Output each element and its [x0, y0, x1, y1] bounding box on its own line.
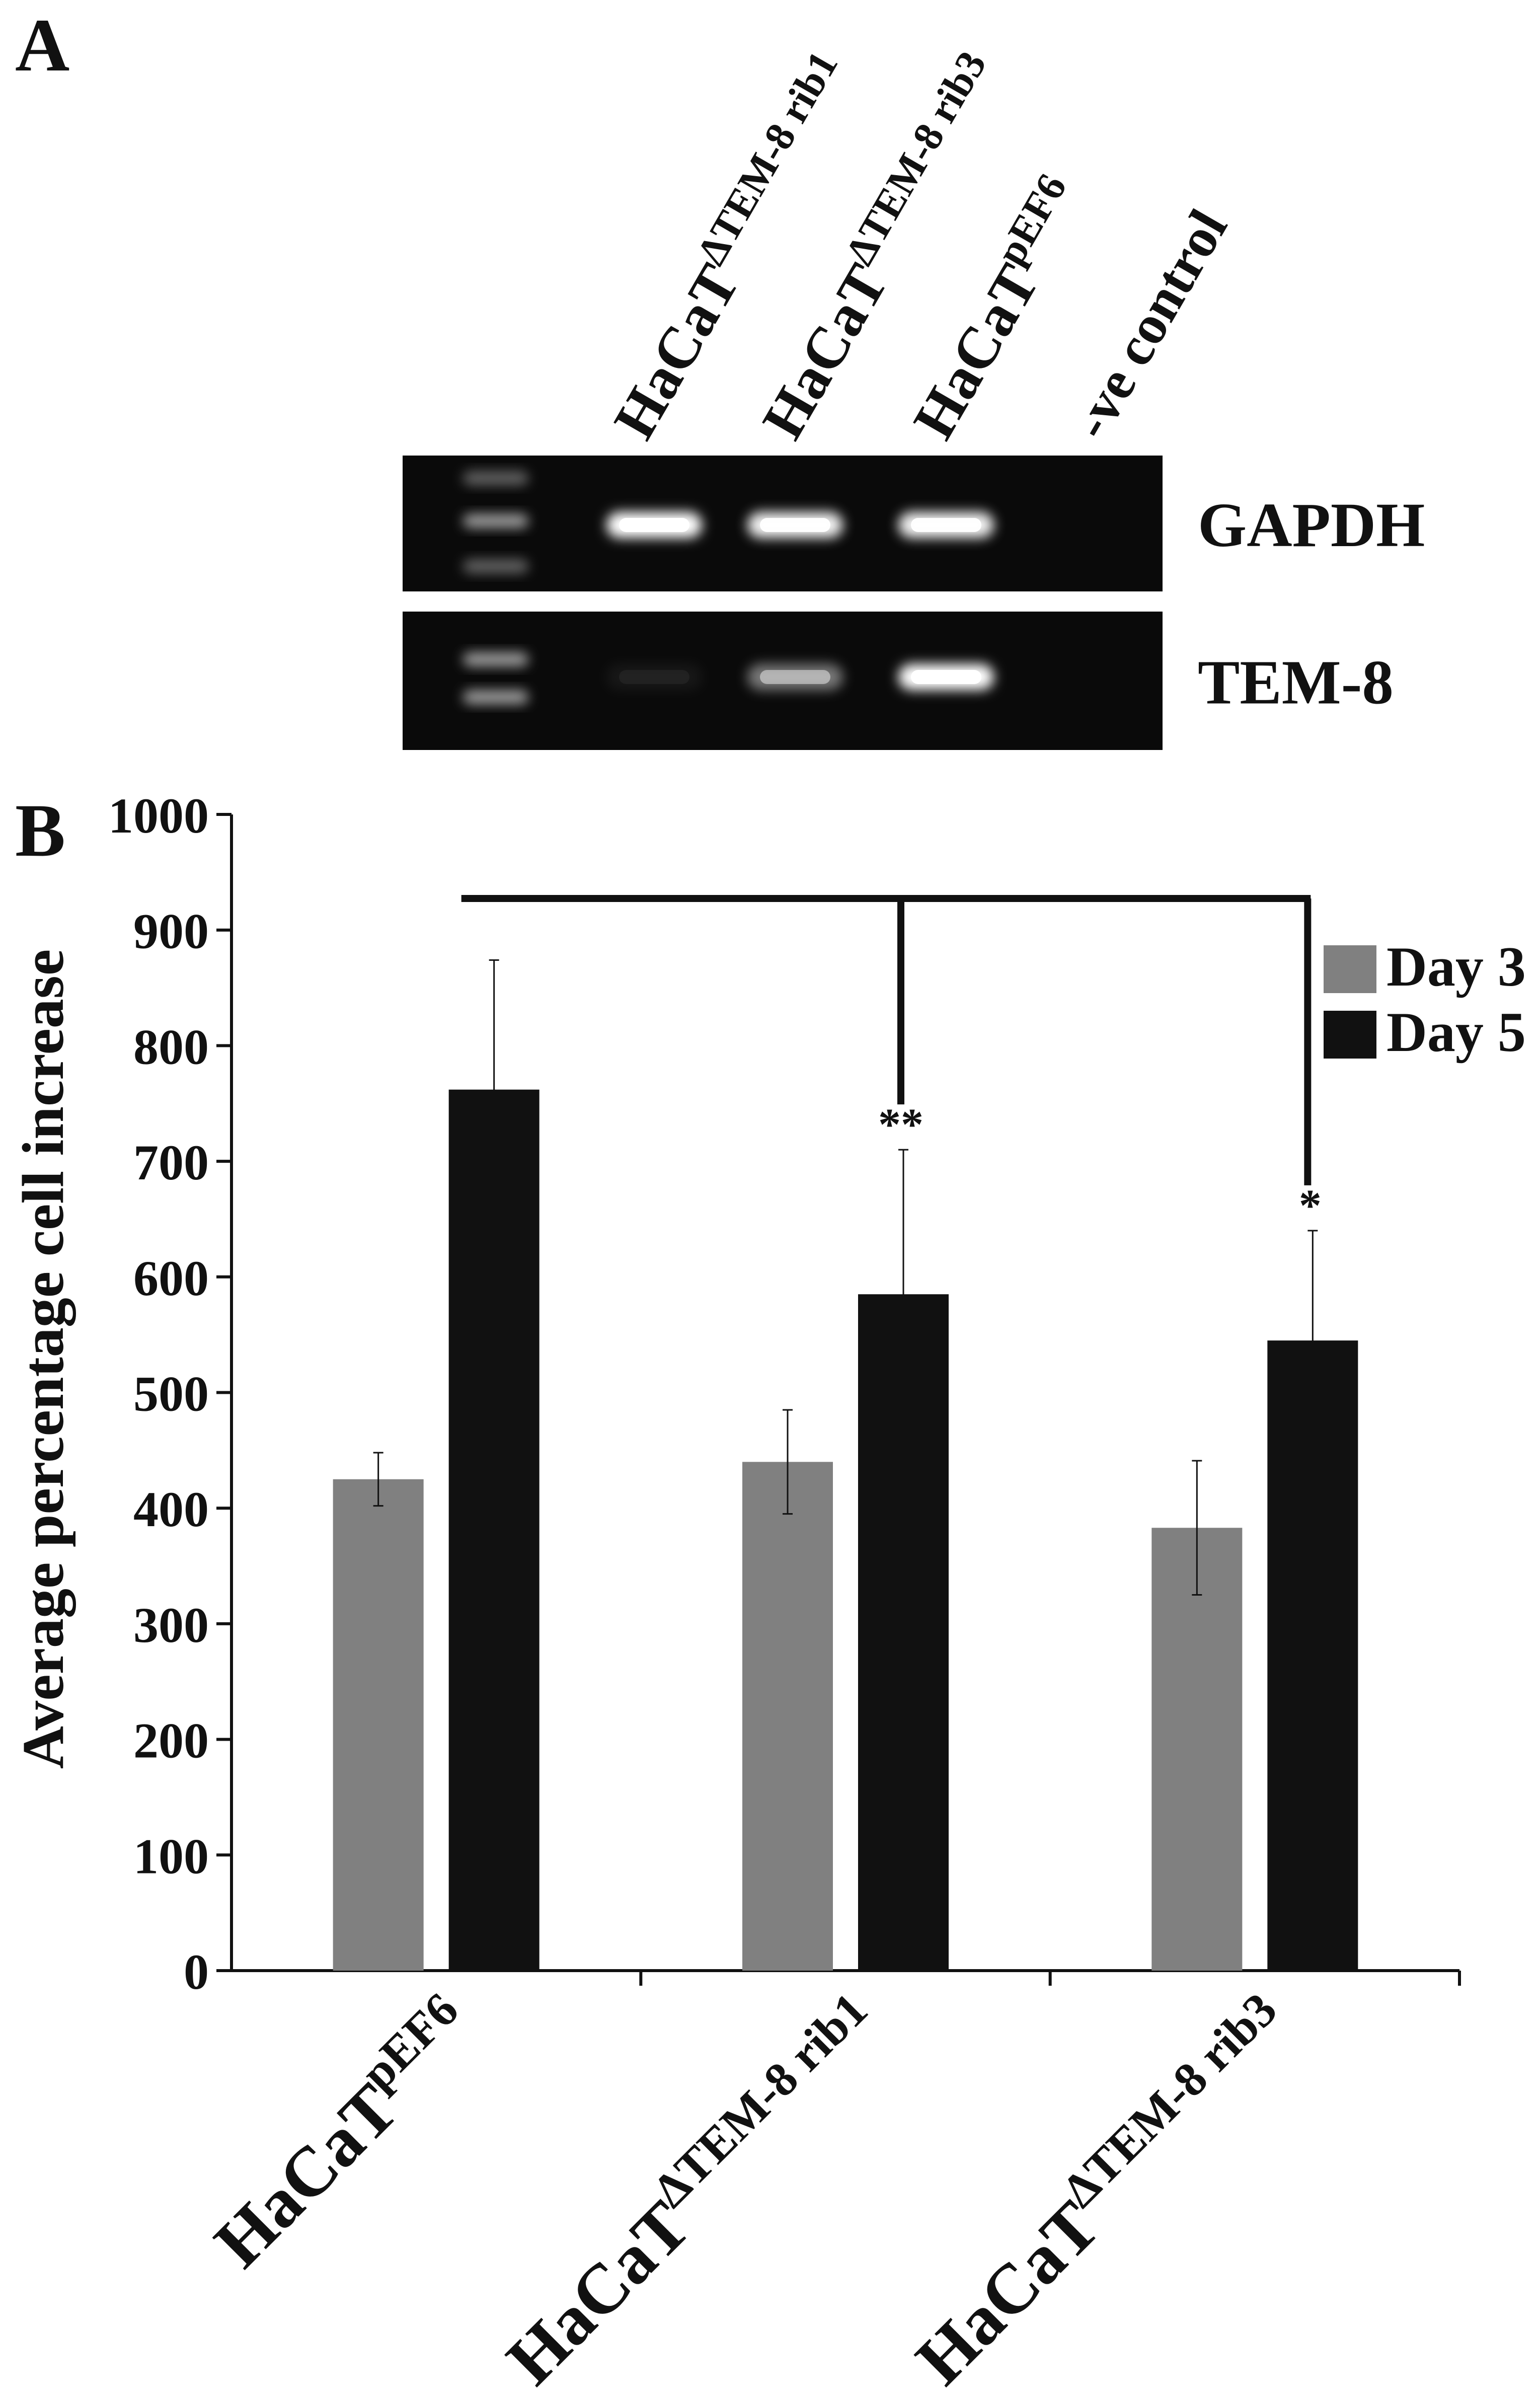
- gel-images: GAPDH TEM-8: [403, 456, 1425, 750]
- x-category-label: HaCaTΔTEM-8 rib3: [894, 1982, 1312, 2399]
- lane-label-superscript: ΔTEM-8 rib1: [688, 43, 846, 272]
- ladder-band: [463, 559, 528, 573]
- legend-label: Day 3: [1387, 936, 1526, 998]
- x-category-base: HaCaT: [200, 2069, 413, 2282]
- bar-day-5: [448, 1089, 540, 1971]
- x-category-base: HaCaT: [492, 2187, 705, 2399]
- y-tick-label: 400: [133, 1481, 209, 1537]
- y-tick-label: 0: [184, 1944, 209, 2000]
- bar-day-3: [333, 1479, 424, 1971]
- lane-label-base: HaCaT: [601, 254, 752, 449]
- legend-swatch-day-5: [1324, 1011, 1376, 1059]
- x-category-label: HaCaTΔTEM-8 rib1: [485, 1982, 902, 2399]
- lane-label-base: HaCaT: [749, 254, 900, 449]
- x-category-superscript: ΔTEM-8 rib1: [643, 1982, 878, 2217]
- lane-label-superscript: pEF6: [987, 166, 1075, 272]
- y-tick-label: 200: [133, 1713, 209, 1769]
- gel-band: [606, 664, 702, 690]
- y-tick-label: 600: [133, 1250, 209, 1306]
- ladder-band: [463, 471, 528, 485]
- significance-marker: **: [878, 1100, 923, 1150]
- x-category-label: HaCaTpEF6: [193, 1982, 493, 2282]
- gel-label-gapdh: GAPDH: [1198, 491, 1425, 560]
- x-category-superscript: ΔTEM-8 rib3: [1052, 1982, 1287, 2217]
- bar-chart: 0 100 200 300 400 500 600 700 800 900 1000 HaCaTpEF…: [108, 788, 1526, 2399]
- gel-band: [747, 664, 843, 690]
- y-tick-label: 100: [133, 1828, 209, 1884]
- y-tick-label: 700: [133, 1135, 209, 1190]
- y-axis-title: Average percentage cell increase: [10, 949, 76, 1769]
- x-category-base: HaCaT: [901, 2187, 1114, 2399]
- gel-label-tem-8: TEM-8: [1198, 648, 1394, 718]
- y-tick-label: 300: [133, 1597, 209, 1653]
- significance-marker: *: [1299, 1181, 1322, 1231]
- ladder-band: [463, 690, 528, 704]
- gel-band-core: [619, 670, 689, 684]
- bar-day-3: [742, 1462, 833, 1971]
- gel-band-core: [760, 518, 830, 532]
- ladder-band: [463, 514, 528, 528]
- y-tick-label: 500: [133, 1366, 209, 1422]
- legend-swatch-day-3: [1324, 945, 1376, 993]
- bar-day-3: [1151, 1528, 1243, 1971]
- legend-label: Day 5: [1387, 1001, 1526, 1064]
- ladder-band: [463, 652, 528, 666]
- y-tick-label: 900: [133, 904, 209, 959]
- panel-a-label: A: [15, 4, 69, 87]
- gel-band-core: [760, 670, 830, 684]
- y-tick-label: 800: [133, 1019, 209, 1075]
- gel-band-core: [911, 518, 981, 532]
- lane-label-superscript: ΔTEM-8 rib3: [836, 43, 995, 272]
- lane-label-base: -ve control: [1059, 199, 1239, 449]
- panel-b-label: B: [15, 789, 65, 872]
- gel-band-core: [619, 518, 689, 532]
- lane-label-base: HaCaT: [900, 254, 1051, 449]
- lane-label: -ve control: [1059, 199, 1239, 449]
- gel-band-core: [911, 670, 981, 684]
- y-tick-label: 1000: [108, 788, 209, 844]
